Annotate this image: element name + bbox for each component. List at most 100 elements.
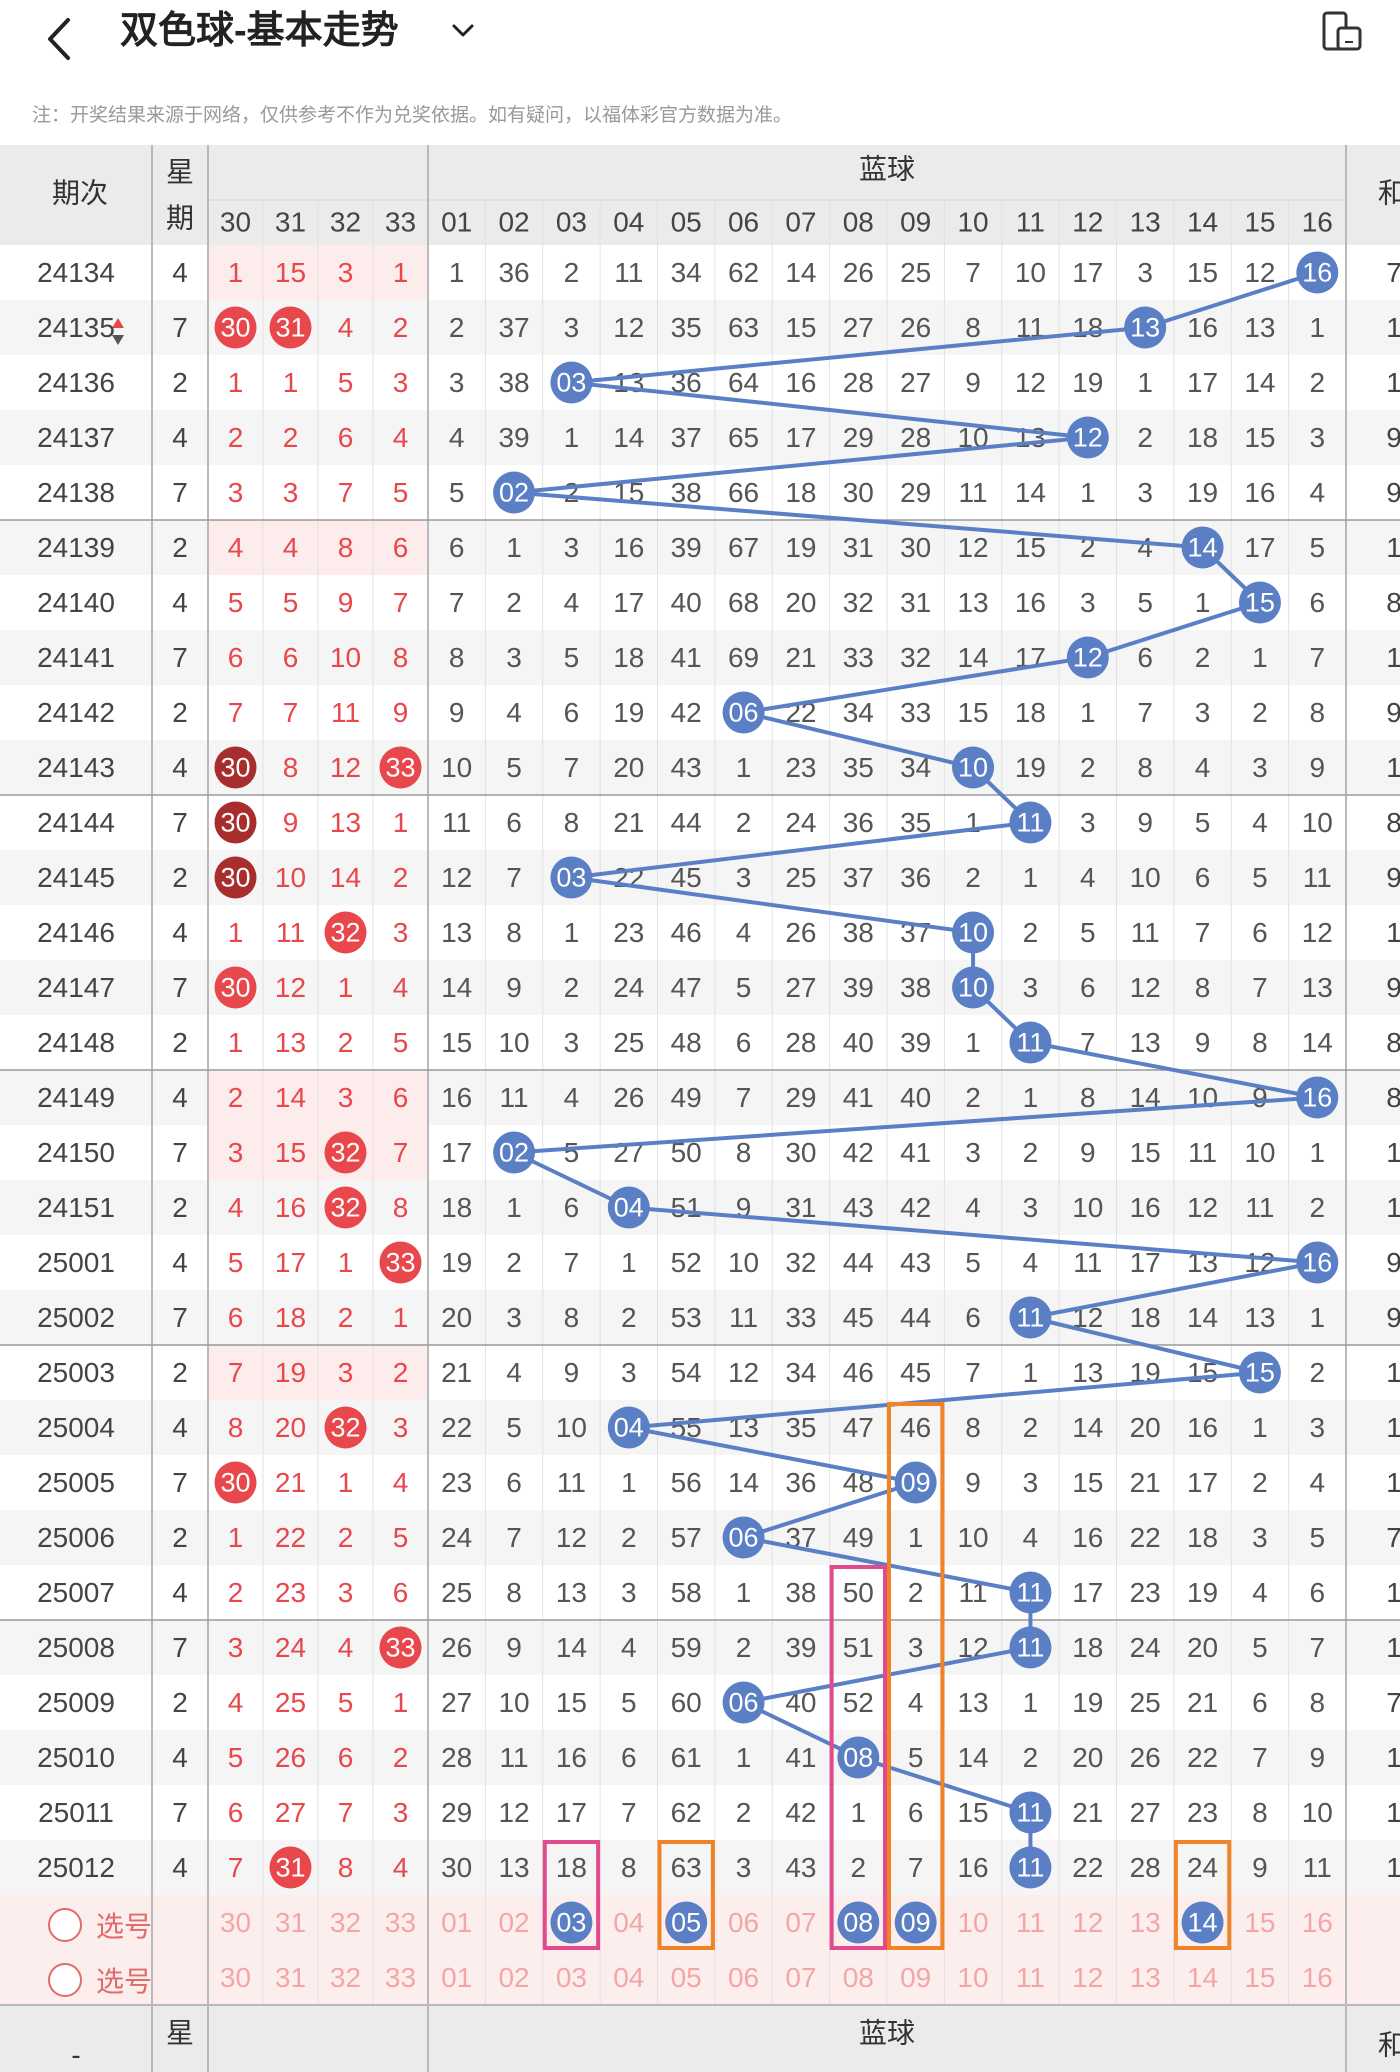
sort-asc-icon[interactable] — [112, 318, 124, 328]
blue-omission: 27 — [843, 312, 874, 343]
blue-omission: 2 — [449, 312, 465, 343]
blue-omission: 45 — [900, 1357, 931, 1388]
sort-desc-icon[interactable] — [112, 335, 124, 345]
blue-omission: 6 — [1310, 1577, 1326, 1608]
blue-omission: 59 — [671, 1632, 702, 1663]
blue-omission: 16 — [1187, 1412, 1218, 1443]
pick-row-1-control[interactable]: 选号 — [48, 1905, 152, 1945]
blue-omission: 15 — [1072, 1467, 1103, 1498]
pick-label: 选号 — [96, 1911, 153, 1942]
blue-omission: 21 — [441, 1357, 472, 1388]
blue-omission: 17 — [441, 1137, 472, 1168]
blue-omission: 42 — [671, 697, 702, 728]
issue-number: 24147 — [37, 972, 115, 1003]
footer-week-header: 星 — [166, 2018, 194, 2049]
footer-header — [0, 2005, 1400, 2072]
blue-col-header: 15 — [1244, 207, 1275, 238]
weekday: 7 — [172, 1467, 188, 1498]
blue-col-header: 11 — [1016, 207, 1045, 238]
blue-omission: 17 — [785, 422, 816, 453]
blue-omission: 16 — [1187, 312, 1218, 343]
blue-omission: 1 — [506, 1192, 522, 1223]
red-omission: 4 — [393, 972, 409, 1003]
red-omission: 7 — [228, 1357, 244, 1388]
pick-selected-ball[interactable] — [1181, 1901, 1224, 1944]
blue-omission: 60 — [671, 1687, 702, 1718]
blue-omission: 2 — [1023, 1742, 1039, 1773]
red-omission: 12 — [275, 972, 306, 1003]
pick-red-option: 31 — [275, 1907, 306, 1938]
page-title[interactable]: 双色球-基本走势 — [120, 10, 399, 52]
pick-selected-number: 05 — [671, 1908, 701, 1938]
blue-omission: 14 — [957, 1742, 988, 1773]
top-bar: 双色球-基本走势 — [0, 0, 1400, 92]
issue-number: 25012 — [37, 1852, 115, 1883]
blue-omission: 14 — [613, 422, 644, 453]
blue-omission: 14 — [1302, 1027, 1333, 1058]
red-omission: 2 — [338, 1302, 354, 1333]
blue-omission: 44 — [900, 1302, 931, 1333]
blue-omission: 12 — [1015, 367, 1046, 398]
red-ball-hit — [214, 306, 257, 349]
red-omission: 2 — [338, 1027, 354, 1058]
blue-omission: 11 — [1303, 1852, 1332, 1883]
blue-omission: 7 — [1195, 917, 1211, 948]
pick-selected-ball[interactable] — [837, 1901, 880, 1944]
blue-omission: 20 — [1072, 1742, 1103, 1773]
device-switch-icon[interactable] — [1320, 10, 1364, 54]
pick-blue-option: 01 — [441, 1962, 472, 1993]
blue-ball-hit — [550, 361, 593, 404]
back-arrow-icon[interactable] — [40, 14, 80, 64]
blue-omission: 4 — [1252, 807, 1268, 838]
blue-omission: 3 — [1137, 477, 1153, 508]
blue-omission: 10 — [1302, 807, 1333, 838]
red-omission: 3 — [283, 477, 299, 508]
pick-selected-number: 03 — [556, 1908, 586, 1938]
blue-omission: 6 — [1310, 587, 1326, 618]
red-ball-number: 30 — [220, 973, 250, 1003]
chevron-down-icon[interactable] — [448, 16, 478, 46]
pick-red-option: 33 — [385, 1962, 416, 1993]
blue-omission: 9 — [1310, 752, 1326, 783]
blue-omission: 26 — [900, 312, 931, 343]
row-background — [0, 1180, 1400, 1235]
sum-value: 1 — [1386, 642, 1400, 673]
pick-selected-number: 09 — [901, 1908, 931, 1938]
blue-omission: 41 — [671, 642, 702, 673]
red-omission: 14 — [330, 862, 361, 893]
blue-omission: 1 — [1252, 642, 1268, 673]
sum-value: 1 — [1386, 917, 1400, 948]
blue-omission: 13 — [1244, 1302, 1275, 1333]
blue-omission: 6 — [965, 1302, 981, 1333]
pick-radio-icon[interactable] — [48, 1963, 82, 1997]
blue-omission: 5 — [621, 1687, 637, 1718]
blue-omission: 9 — [564, 1357, 580, 1388]
pick-radio-icon[interactable] — [48, 1908, 82, 1942]
blue-omission: 6 — [908, 1797, 924, 1828]
blue-ball-number: 16 — [1302, 1083, 1332, 1113]
pick-row-2-control[interactable]: 选号 — [48, 1960, 152, 2000]
blue-omission: 8 — [1252, 1027, 1268, 1058]
pick-selected-ball[interactable] — [894, 1901, 937, 1944]
red-omission: 5 — [393, 1522, 409, 1553]
pick-selected-ball[interactable] — [550, 1901, 593, 1944]
blue-omission: 4 — [564, 587, 580, 618]
blue-omission: 18 — [441, 1192, 472, 1223]
pick-selected-ball[interactable] — [665, 1901, 708, 1944]
blue-ball-number: 08 — [843, 1743, 873, 1773]
blue-omission: 18 — [1130, 1302, 1161, 1333]
blue-omission: 51 — [671, 1192, 702, 1223]
red-omission: 7 — [283, 697, 299, 728]
blue-omission: 13 — [441, 917, 472, 948]
blue-omission: 29 — [441, 1797, 472, 1828]
blue-omission: 27 — [1130, 1797, 1161, 1828]
red-omission: 5 — [228, 1742, 244, 1773]
blue-ball-hit — [1124, 306, 1167, 349]
blue-ball-number: 15 — [1245, 1358, 1275, 1388]
blue-ball-hit — [1238, 1351, 1281, 1394]
blue-omission: 5 — [1137, 587, 1153, 618]
blue-omission: 27 — [613, 1137, 644, 1168]
red-ball-hit — [379, 746, 422, 789]
blue-omission: 38 — [843, 917, 874, 948]
blue-omission: 25 — [1130, 1687, 1161, 1718]
